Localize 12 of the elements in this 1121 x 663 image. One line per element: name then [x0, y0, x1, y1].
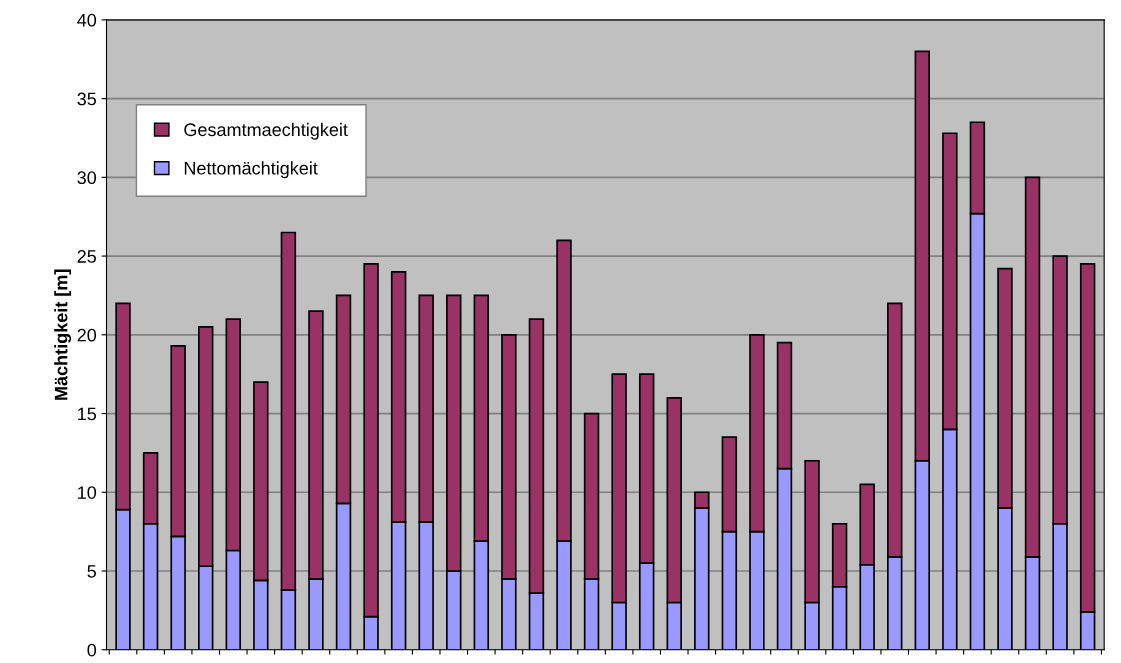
y-tick-label: 35 — [77, 92, 97, 106]
y-tick-label: 25 — [77, 250, 97, 263]
y-tick-label: 0 — [87, 643, 97, 657]
legend-label: Nettomächtigkeit — [184, 161, 318, 179]
y-tick-label: 5 — [87, 565, 97, 578]
y-tick-label: 30 — [77, 171, 97, 185]
y-tick-label: 20 — [77, 328, 97, 342]
y-tick-label: 15 — [78, 407, 97, 421]
y-tick-label: 10 — [78, 486, 97, 499]
legend-label: Gesamtmaechtigkeit — [184, 122, 348, 140]
y-tick-label: 40 — [77, 13, 97, 27]
y-axis-title: Mächtigkeit [m] — [54, 269, 72, 400]
